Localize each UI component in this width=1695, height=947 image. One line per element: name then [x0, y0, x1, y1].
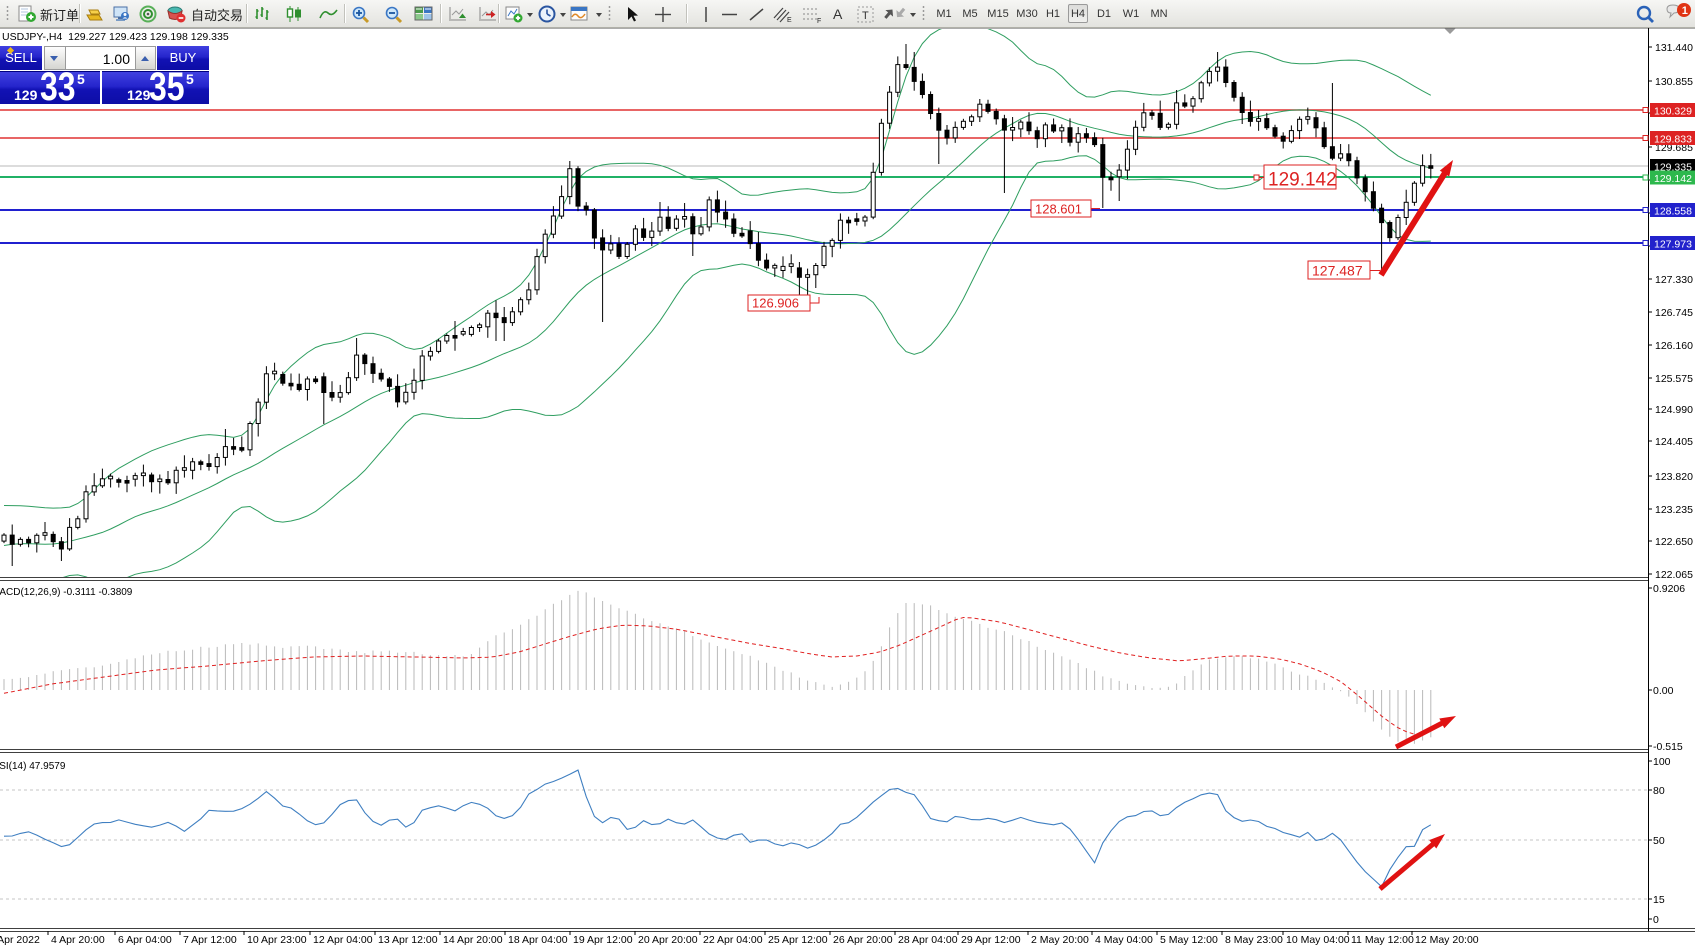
svg-text:28 Apr 04:00: 28 Apr 04:00	[898, 934, 958, 946]
svg-text:-0.515: -0.515	[1653, 741, 1683, 753]
svg-text:1: 1	[1682, 5, 1688, 17]
svg-text:26 Apr 20:00: 26 Apr 20:00	[833, 934, 893, 946]
svg-text:F: F	[817, 18, 821, 24]
svg-text:130.855: 130.855	[1655, 76, 1693, 88]
svg-text:6 Apr 04:00: 6 Apr 04:00	[118, 934, 172, 946]
svg-text:15: 15	[1653, 894, 1665, 906]
svg-text:25 Apr 12:00: 25 Apr 12:00	[768, 934, 828, 946]
svg-text:8 May 23:00: 8 May 23:00	[1225, 934, 1283, 946]
svg-text:20 Apr 20:00: 20 Apr 20:00	[638, 934, 698, 946]
svg-text:10 Apr 23:00: 10 Apr 23:00	[247, 934, 307, 946]
svg-text:126.160: 126.160	[1655, 340, 1693, 352]
svg-text:129.142: 129.142	[1654, 173, 1692, 185]
svg-text:22 Apr 04:00: 22 Apr 04:00	[703, 934, 763, 946]
svg-text:RSI(14) 47.9579: RSI(14) 47.9579	[0, 761, 66, 772]
svg-text:0: 0	[1653, 914, 1659, 926]
svg-text:18 Apr 04:00: 18 Apr 04:00	[508, 934, 568, 946]
svg-text:10 May 04:00: 10 May 04:00	[1286, 934, 1350, 946]
svg-text:12 Apr 04:00: 12 Apr 04:00	[313, 934, 373, 946]
svg-text:124.405: 124.405	[1655, 436, 1693, 448]
svg-text:123.235: 123.235	[1655, 504, 1693, 516]
svg-text:128.601: 128.601	[1035, 202, 1082, 217]
svg-text:2 May 20:00: 2 May 20:00	[1031, 934, 1089, 946]
svg-text:130.329: 130.329	[1654, 106, 1692, 118]
svg-text:4 May 04:00: 4 May 04:00	[1095, 934, 1153, 946]
svg-text:127.487: 127.487	[1312, 263, 1363, 279]
svg-text:129.833: 129.833	[1654, 134, 1692, 146]
svg-text:131.440: 131.440	[1655, 42, 1693, 54]
svg-text:124.990: 124.990	[1655, 404, 1693, 416]
svg-text:126.906: 126.906	[752, 296, 799, 311]
svg-text:122.650: 122.650	[1655, 536, 1693, 548]
svg-text:5 May 12:00: 5 May 12:00	[1160, 934, 1218, 946]
svg-text:100: 100	[1653, 756, 1671, 768]
svg-text:4 Apr 20:00: 4 Apr 20:00	[51, 934, 105, 946]
svg-text:80: 80	[1653, 785, 1665, 797]
svg-text:7 Apr 12:00: 7 Apr 12:00	[183, 934, 237, 946]
svg-text:127.973: 127.973	[1654, 239, 1692, 251]
svg-text:19 Apr 12:00: 19 Apr 12:00	[573, 934, 633, 946]
svg-text:125.575: 125.575	[1655, 373, 1693, 385]
svg-text:13 Apr 12:00: 13 Apr 12:00	[378, 934, 438, 946]
svg-text:1 Apr 2022: 1 Apr 2022	[0, 934, 40, 946]
svg-text:122.065: 122.065	[1655, 569, 1693, 581]
svg-text:0.00: 0.00	[1653, 685, 1674, 697]
svg-text:123.820: 123.820	[1655, 471, 1693, 483]
svg-text:11 May 12:00: 11 May 12:00	[1351, 934, 1414, 946]
svg-text:MACD(12,26,9) -0.3111 -0.3809: MACD(12,26,9) -0.3111 -0.3809	[0, 587, 133, 598]
svg-text:14 Apr 20:00: 14 Apr 20:00	[443, 934, 503, 946]
svg-text:129.142: 129.142	[1268, 170, 1337, 191]
svg-text:127.330: 127.330	[1655, 274, 1693, 286]
svg-text:0.9206: 0.9206	[1653, 583, 1685, 595]
svg-text:T: T	[862, 10, 869, 22]
svg-text:12 May 20:00: 12 May 20:00	[1415, 934, 1479, 946]
svg-text:USDJPY-,H4 129.227 129.423 12: USDJPY-,H4 129.227 129.423 129.198 129.3…	[2, 31, 229, 43]
svg-text:128.558: 128.558	[1654, 206, 1692, 218]
svg-text:E: E	[787, 17, 792, 24]
svg-text:126.745: 126.745	[1655, 307, 1693, 319]
svg-text:29 Apr 12:00: 29 Apr 12:00	[961, 934, 1021, 946]
svg-text:50: 50	[1653, 835, 1665, 847]
